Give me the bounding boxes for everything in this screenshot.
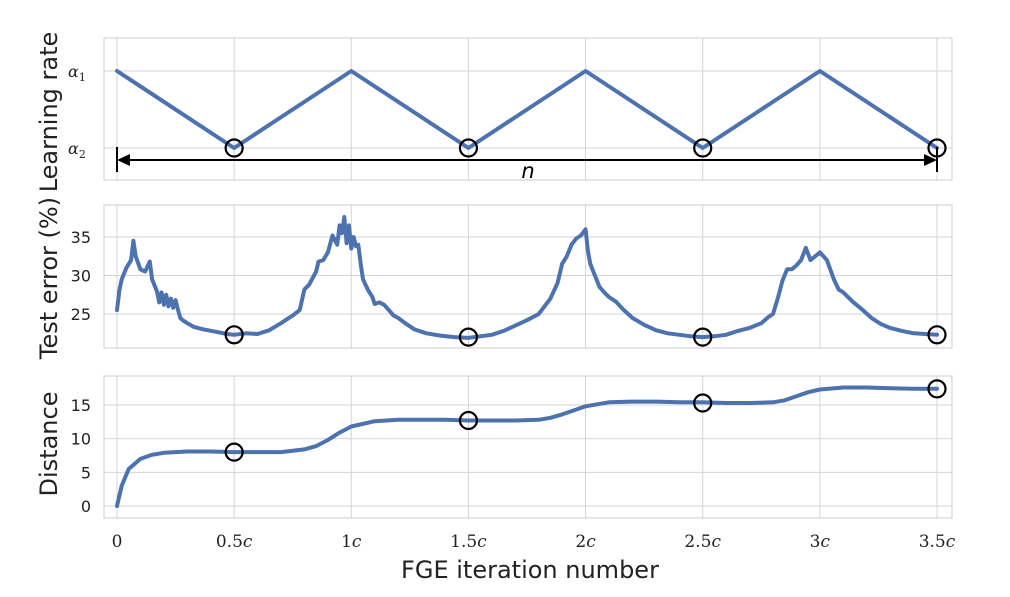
y-tick-label: 25 bbox=[71, 305, 91, 324]
x-tick-label: 3c bbox=[810, 532, 831, 552]
snapshot-marker bbox=[927, 325, 947, 345]
snapshot-marker bbox=[927, 379, 947, 399]
snapshot-marker bbox=[224, 325, 244, 345]
panel-frame bbox=[103, 375, 953, 519]
y-tick-label: 10 bbox=[71, 430, 91, 449]
snapshot-marker bbox=[458, 410, 479, 431]
snapshot-marker bbox=[458, 327, 479, 347]
snapshot-marker bbox=[458, 138, 479, 158]
x-tick-label: 3.5c bbox=[919, 532, 956, 552]
x-tick-label: 1c bbox=[341, 532, 362, 552]
y-tick-label: 0 bbox=[81, 497, 91, 516]
arrow-head-left bbox=[117, 154, 130, 166]
panel-frame bbox=[103, 204, 953, 349]
x-tick-label: 1.5c bbox=[450, 532, 487, 552]
series-line bbox=[115, 69, 939, 150]
y-tick-label: α2 bbox=[68, 139, 86, 161]
y-tick-label: 5 bbox=[81, 463, 91, 482]
y-tick-label: 30 bbox=[71, 267, 91, 286]
arrow-n-label: n bbox=[521, 159, 534, 183]
y-axis-label-test-error: Test error (%) bbox=[35, 197, 63, 360]
y-tick-label: α1 bbox=[68, 62, 86, 84]
x-axis: 0 0.5c 1c 1.5c 2c 2.5c 3c 3.5c bbox=[112, 532, 956, 552]
y-axis-label-learning-rate: Learning rate bbox=[35, 32, 63, 193]
y-tick-subscript: 2 bbox=[79, 148, 86, 161]
test-error-panel: 25 30 35 bbox=[71, 204, 953, 349]
x-tick-unit: c bbox=[586, 532, 596, 552]
panel-frame bbox=[103, 37, 953, 181]
x-tick-unit: c bbox=[946, 532, 956, 552]
snapshot-marker bbox=[224, 442, 244, 462]
x-tick-unit: c bbox=[711, 532, 721, 552]
arrow-head-right bbox=[924, 154, 937, 166]
y-axis-label-distance: Distance bbox=[35, 392, 63, 497]
x-tick-unit: c bbox=[821, 532, 831, 552]
x-tick-label: 2.5c bbox=[684, 532, 721, 552]
x-tick-label: 2c bbox=[575, 532, 596, 552]
snapshot-marker bbox=[693, 138, 713, 158]
x-tick-label: 0 bbox=[112, 532, 123, 552]
snapshot-marker bbox=[224, 138, 244, 158]
learning-rate-panel: α1 α2 n bbox=[68, 37, 953, 183]
x-tick-label: 0.5c bbox=[216, 532, 253, 552]
y-tick-label: 15 bbox=[71, 396, 91, 415]
x-tick-unit: c bbox=[243, 532, 253, 552]
series-line bbox=[115, 385, 939, 508]
snapshot-marker bbox=[693, 327, 713, 347]
x-tick-unit: c bbox=[352, 532, 362, 552]
x-tick-unit: c bbox=[477, 532, 487, 552]
y-tick-label: 35 bbox=[71, 228, 91, 247]
y-tick-subscript: 1 bbox=[79, 71, 86, 84]
x-axis-label: FGE iteration number bbox=[401, 556, 659, 584]
series-line bbox=[115, 215, 939, 340]
distance-panel: 0 5 10 15 bbox=[71, 375, 953, 519]
snapshot-marker bbox=[693, 393, 713, 413]
